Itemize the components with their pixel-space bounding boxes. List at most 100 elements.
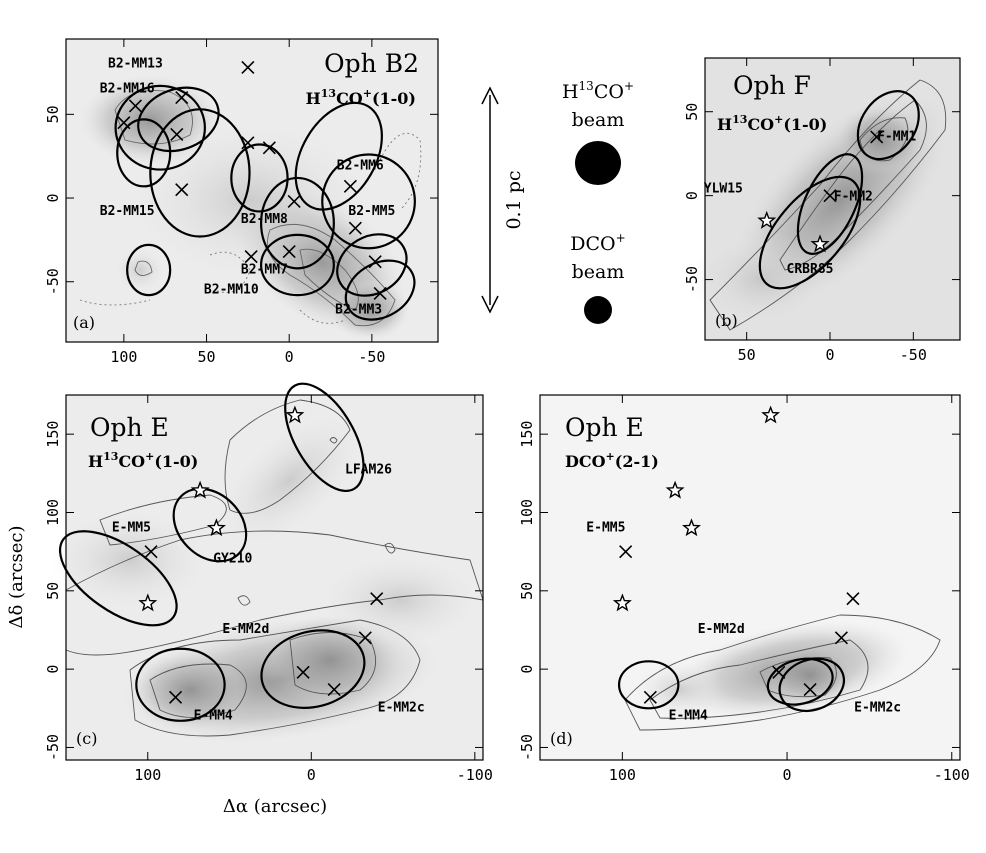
panel-title: Oph E	[90, 413, 169, 442]
panel-title: Oph F	[733, 71, 811, 100]
source-ellipse	[135, 647, 226, 722]
source-markers	[117, 60, 387, 301]
h13co-beam-word: beam	[572, 109, 625, 131]
core-cross-marker	[358, 631, 372, 645]
core-cross-marker	[619, 545, 633, 559]
source-ellipse	[344, 259, 416, 321]
x-tick-label: 0	[825, 346, 834, 364]
core-cross-marker	[282, 245, 296, 259]
core-cross-marker	[348, 221, 362, 235]
yso-star-marker	[810, 234, 830, 253]
yso-star-marker	[612, 593, 632, 612]
x-tick-label: 0	[783, 766, 792, 784]
core-cross-marker	[870, 130, 884, 144]
y-tick-label: 0	[44, 194, 62, 203]
contours	[624, 614, 941, 731]
panel-line-label: H13CO+(1-0)	[88, 450, 198, 471]
core-cross-marker	[834, 631, 848, 645]
x-tick-label: 100	[110, 348, 137, 366]
axis-ticks: 100 0 -100 150 100 50 0 -50	[44, 395, 493, 784]
source-ellipses	[58, 382, 366, 722]
source-ellipse	[230, 143, 289, 213]
source-ellipse	[321, 153, 416, 250]
contours	[65, 399, 484, 737]
source-ellipse	[114, 84, 206, 171]
core-cross-marker	[803, 682, 817, 697]
core-cross-marker	[327, 682, 341, 697]
source-labels: LFAM26 GY210 E-MM5 E-MM2d E-MM4 E-MM2c	[112, 462, 425, 723]
y-tick-label: -50	[683, 266, 701, 293]
source-ellipses	[114, 84, 416, 321]
y-tick-label: -50	[518, 734, 536, 761]
core-cross-marker	[244, 250, 258, 264]
source-label: B2-MM15	[100, 204, 155, 219]
x-tick-label: 100	[609, 766, 636, 784]
x-tick-label: -50	[900, 346, 927, 364]
source-label: E-MM4	[669, 708, 708, 723]
source-ellipse	[172, 487, 248, 563]
axis-ticks: 100 50 0 -50 50 0 -50	[44, 39, 438, 366]
core-cross-marker	[241, 60, 255, 75]
yso-star-marker	[190, 480, 210, 499]
beam-legend: 0.1 pc H13CO+ beam DCO+ beam	[481, 79, 634, 324]
core-cross-marker	[370, 592, 384, 606]
x-tick-label: 0	[285, 348, 294, 366]
core-cross-marker	[846, 592, 860, 606]
y-tick-label: 50	[683, 103, 701, 121]
source-label: B2-MM5	[348, 204, 395, 219]
x-tick-label: -50	[358, 348, 385, 366]
core-cross-marker	[128, 99, 143, 113]
source-label: E-MM5	[586, 520, 625, 535]
source-label: B2-MM6	[337, 159, 384, 174]
yso-star-marker	[206, 518, 226, 537]
panel-oph-e-h13co: LFAM26 GY210 E-MM5 E-MM2d E-MM4 E-MM2c 100 0 -1…	[44, 382, 493, 784]
source-label: B2-MM8	[241, 212, 288, 227]
source-label: B2-MM10	[204, 282, 259, 297]
y-tick-label: -50	[44, 734, 62, 761]
panel-letter: (b)	[715, 311, 738, 330]
source-label: LFAM26	[345, 462, 392, 477]
core-cross-marker	[175, 183, 189, 197]
h13co-beam-disc	[575, 141, 621, 185]
dco-beam-word: beam	[572, 261, 625, 283]
dotted-contours	[79, 132, 422, 324]
scale-bar-label: 0.1 pc	[503, 170, 525, 229]
y-axis-title: Δδ (arcsec)	[6, 526, 27, 629]
yso-star-marker	[757, 210, 777, 229]
y-tick-label: 0	[44, 665, 62, 674]
yso-star-marker	[285, 405, 305, 424]
core-cross-marker	[241, 136, 255, 150]
panel-letter: (c)	[76, 729, 97, 748]
yso-star-marker	[138, 593, 158, 612]
y-tick-label: 50	[518, 582, 536, 600]
y-tick-label: 50	[44, 105, 62, 123]
dco-beam-disc	[584, 296, 612, 324]
y-tick-label: 100	[518, 499, 536, 526]
source-label: B2-MM16	[100, 82, 155, 97]
source-label: F-MM2	[834, 190, 873, 205]
y-tick-label: 0	[518, 665, 536, 674]
source-ellipse	[58, 530, 178, 627]
panel-frame	[65, 38, 439, 343]
source-ellipse	[294, 101, 383, 211]
panel-letter: (d)	[550, 729, 573, 748]
scale-bar-arrow-top	[481, 86, 499, 105]
x-axis-title: Δα (arcsec)	[223, 796, 327, 817]
dco-beam-label: DCO+	[570, 231, 625, 255]
y-tick-label: -50	[44, 268, 62, 295]
panel-oph-e-dco: E-MM5 E-MM2d E-MM4 E-MM2c 100 0 -100 150 100 50 0…	[518, 394, 970, 784]
x-tick-label: -100	[457, 766, 493, 784]
source-label: E-MM2c	[378, 700, 425, 715]
panel-frame	[704, 57, 961, 341]
source-ellipse	[796, 153, 864, 255]
axis-ticks: 100 0 -100 150 100 50 0 -50	[518, 395, 970, 784]
source-label: B2-MM3	[335, 303, 382, 318]
source-labels: B2-MM13 B2-MM16 B2-MM15 B2-MM8 B2-MM6 B2-MM5 B…	[100, 56, 396, 317]
source-label: E-MM2d	[222, 622, 269, 637]
panel-oph-b2: B2-MM13 B2-MM16 B2-MM15 B2-MM8 B2-MM6 B2-MM5 B…	[44, 38, 439, 366]
scale-bar-arrow-bottom	[481, 295, 499, 314]
source-ellipse	[137, 86, 220, 153]
yso-star-marker	[665, 480, 685, 499]
core-cross-marker	[643, 690, 657, 704]
source-label: E-MM4	[194, 708, 233, 723]
